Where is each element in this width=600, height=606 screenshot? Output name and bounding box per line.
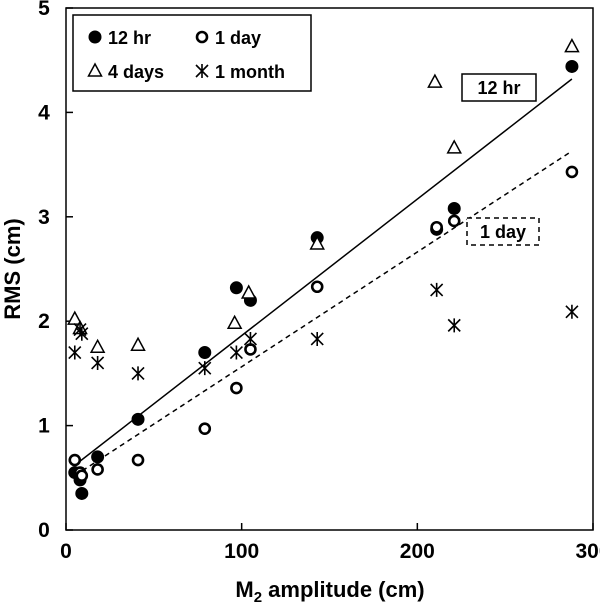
point-1-day — [68, 453, 82, 467]
y-tick-label: 0 — [38, 519, 50, 542]
point-1-month — [565, 304, 579, 319]
point-4-days — [89, 338, 106, 354]
point-12-hr — [131, 412, 145, 426]
point-4-days — [226, 314, 243, 330]
point-1-day — [310, 280, 324, 294]
point-1-month — [91, 355, 105, 370]
point-1-month — [73, 322, 87, 337]
x-axis-label: M2 amplitude (cm) — [235, 577, 424, 606]
point-1-day — [91, 463, 104, 476]
y-tick-label: 3 — [38, 206, 50, 229]
fit-line-12-hr — [74, 78, 573, 466]
x-tick-label: 0 — [60, 540, 72, 563]
x-tick-label: 100 — [224, 540, 259, 563]
point-1-month — [310, 331, 324, 346]
x-tick-label: 300 — [575, 540, 600, 563]
point-1-month — [131, 366, 145, 381]
point-4-days — [309, 235, 325, 250]
legend-marker-12-hr — [88, 30, 102, 44]
point-4-days — [564, 38, 580, 53]
point-1-day — [565, 165, 579, 179]
fit-line-1-day — [74, 150, 573, 477]
x-tick-label: 200 — [400, 540, 435, 563]
legend-label-12-hr: 12 hr — [108, 28, 151, 48]
point-1-day — [430, 220, 443, 234]
legend: 12 hr 1 day 4 days 1 month — [72, 14, 312, 92]
fit-label-box-1-day — [466, 217, 540, 246]
legend-label-1-month: 1 month — [215, 62, 285, 82]
plot-frame — [65, 7, 594, 531]
point-1-month — [75, 326, 89, 341]
point-1-day — [447, 214, 461, 228]
point-12-hr — [229, 281, 243, 295]
fit-label-box-12-hr — [461, 73, 537, 102]
point-1-month — [430, 282, 444, 297]
point-1-month — [198, 361, 212, 376]
y-tick-label: 5 — [38, 0, 50, 20]
point-1-month — [68, 345, 82, 360]
point-1-day — [230, 381, 243, 395]
legend-marker-4-days — [87, 62, 103, 77]
point-12-hr — [75, 486, 89, 500]
point-1-month — [447, 318, 461, 333]
legend-box — [72, 14, 312, 92]
legend-label-4-days: 4 days — [108, 62, 164, 82]
y-axis-label: RMS (cm) — [0, 218, 25, 319]
point-12-hr — [198, 346, 212, 360]
legend-label-1-day: 1 day — [215, 28, 261, 48]
point-12-hr — [447, 201, 461, 215]
point-1-day — [75, 469, 89, 483]
point-4-days — [427, 73, 443, 88]
point-1-month — [229, 345, 243, 360]
legend-marker-1-day — [195, 30, 209, 44]
legend-marker-1-month — [195, 64, 209, 78]
y-tick-label: 1 — [38, 415, 50, 438]
fit-label-12-hr: 12 hr — [477, 78, 520, 98]
y-tick-label: 2 — [38, 310, 50, 333]
point-4-days — [240, 284, 257, 299]
point-12-hr — [91, 450, 105, 464]
point-1-day — [131, 453, 145, 467]
point-12-hr — [565, 59, 579, 73]
y-tick-label: 4 — [38, 101, 50, 124]
point-1-day — [198, 422, 212, 436]
point-4-days — [130, 336, 146, 351]
point-1-month — [243, 331, 258, 346]
fit-label-1-day: 1 day — [480, 222, 526, 242]
point-4-days — [446, 139, 462, 154]
